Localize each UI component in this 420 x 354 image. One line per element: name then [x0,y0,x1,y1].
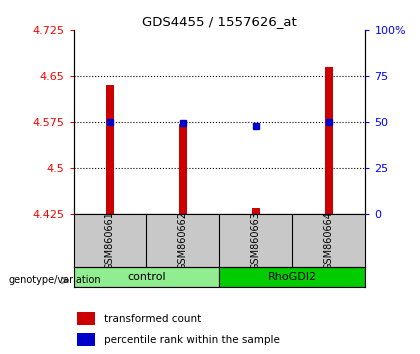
Text: percentile rank within the sample: percentile rank within the sample [104,335,280,345]
Text: GSM860662: GSM860662 [178,211,188,270]
Text: transformed count: transformed count [104,314,201,324]
Text: RhoGDI2: RhoGDI2 [268,272,317,282]
Text: genotype/variation: genotype/variation [8,275,101,285]
Bar [220,267,365,287]
Text: control: control [127,272,166,282]
Bar [252,208,260,214]
Title: GDS4455 / 1557626_at: GDS4455 / 1557626_at [142,15,297,28]
Text: GSM860664: GSM860664 [324,211,334,270]
Text: GSM860661: GSM860661 [105,211,115,270]
Bar [77,333,95,346]
Bar [77,312,95,325]
Bar [178,124,187,214]
Bar [74,267,220,287]
Bar [325,67,333,214]
Bar [105,85,114,214]
Text: GSM860663: GSM860663 [251,211,261,270]
